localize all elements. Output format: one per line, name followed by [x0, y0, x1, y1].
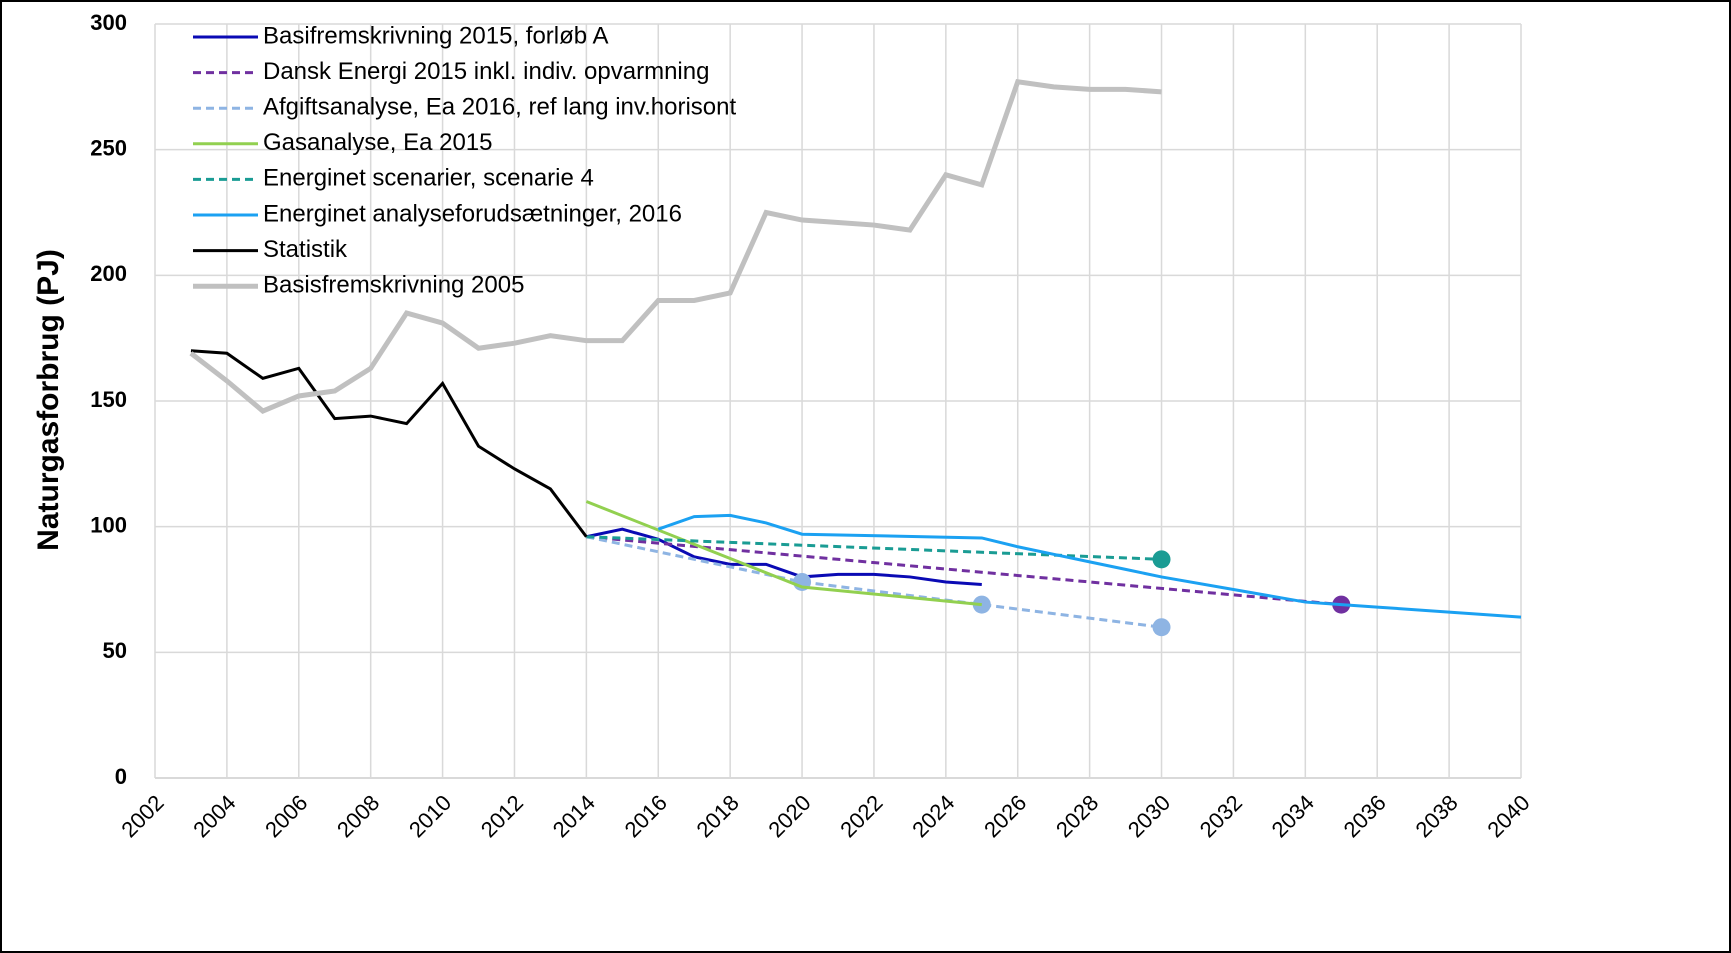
- y-tick-label: 50: [103, 638, 127, 663]
- series-line: [657, 513, 1522, 619]
- series-line: [586, 535, 1162, 561]
- series-line: [586, 535, 1342, 607]
- y-tick-label: 250: [90, 135, 127, 160]
- legend-label: Gasanalyse, Ea 2015: [263, 129, 493, 156]
- y-tick-label: 150: [90, 387, 127, 412]
- y-axis-label: Naturgasforbrug (PJ): [32, 249, 65, 551]
- legend-label: Dansk Energi 2015 inkl. indiv. opvarmnin…: [263, 58, 709, 85]
- legend-label: Energinet scenarier, scenarie 4: [263, 165, 594, 192]
- point-marker: [1152, 618, 1171, 637]
- point-marker: [1152, 550, 1171, 569]
- series-line: [585, 500, 982, 607]
- y-tick-label: 200: [90, 261, 127, 286]
- series-line: [190, 349, 588, 538]
- series-line: [586, 527, 982, 586]
- legend-label: Energinet analyseforudsætninger, 2016: [263, 200, 682, 227]
- series-line: [586, 535, 1162, 629]
- legend-label: Basifremskrivning 2015, forløb A: [263, 22, 608, 49]
- series-line: [189, 79, 1162, 414]
- y-tick-label: 0: [115, 764, 127, 789]
- legend-label: Statistik: [263, 236, 348, 263]
- legend-label: Afgiftsanalyse, Ea 2016, ref lang inv.ho…: [263, 94, 737, 121]
- y-tick-label: 100: [90, 512, 127, 537]
- y-tick-label: 300: [90, 10, 127, 35]
- legend-label: Basisfremskrivning 2005: [263, 272, 524, 299]
